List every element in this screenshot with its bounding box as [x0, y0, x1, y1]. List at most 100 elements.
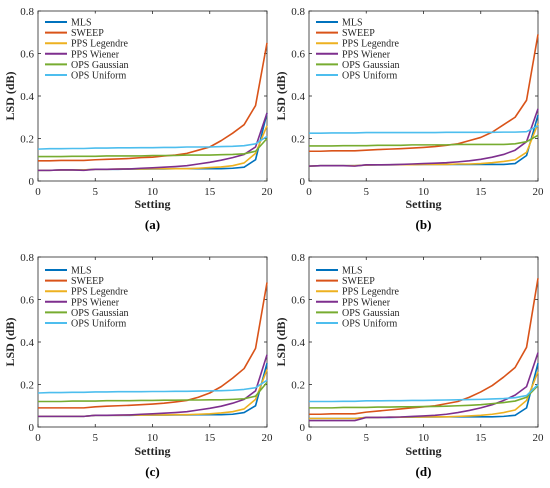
- series-line-ops-uniform: [37, 379, 268, 394]
- y-tick-label: 0.8: [291, 252, 305, 264]
- series-line-sweep: [38, 282, 268, 409]
- series-line-sweep: [38, 42, 268, 162]
- y-tick-label: 0.4: [20, 91, 34, 103]
- y-tick-label: 0.8: [20, 6, 34, 18]
- y-tick-label: 0: [29, 176, 35, 188]
- x-tick-label: 5: [364, 186, 370, 198]
- x-tick-label: 5: [93, 186, 99, 198]
- legend-entry: PPS Legendre: [342, 287, 400, 298]
- series-line-ops-uniform: [37, 135, 268, 150]
- chart-panel-1: 0 5 10 15 20 0 0.2 0.4 0.6 0.8 Setting LSD (dB) MLSS…: [3, 6, 273, 232]
- x-tick-label: 15: [204, 186, 216, 198]
- y-tick-label: 0.4: [291, 337, 305, 349]
- y-tick-label: 0.2: [20, 380, 34, 392]
- legend-entry: MLS: [71, 266, 92, 277]
- panel-label: (b): [416, 217, 432, 232]
- y-tick-label: 0: [29, 422, 35, 434]
- legend-entry: OPS Gaussian: [342, 60, 400, 71]
- series-line-pps-wiener: [38, 112, 268, 172]
- legend-entry: OPS Uniform: [342, 319, 398, 330]
- x-tick-label: 0: [306, 186, 312, 198]
- legend-entry: MLS: [342, 18, 363, 29]
- x-tick-label: 0: [306, 432, 312, 444]
- series-line-pps-wiener: [309, 352, 539, 422]
- series-group: [37, 282, 268, 418]
- y-tick-label: 0.8: [20, 252, 34, 264]
- x-tick-label: 20: [262, 186, 274, 198]
- legend-box: [313, 261, 410, 331]
- x-tick-label: 15: [204, 432, 216, 444]
- x-tick-label: 15: [475, 432, 487, 444]
- legend-entry: OPS Uniform: [71, 71, 127, 82]
- chart-panel-4: 0 5 10 15 20 0 0.2 0.4 0.6 0.8 Setting LSD (dB) MLSS…: [274, 252, 544, 479]
- legend-box: [42, 13, 139, 83]
- x-tick-label: 5: [364, 432, 370, 444]
- series-line-pps-wiener: [38, 354, 268, 418]
- series-line-ops-gaussian: [38, 381, 268, 403]
- y-tick-label: 0.6: [20, 49, 34, 61]
- panel-label: (a): [145, 217, 160, 232]
- y-tick-label: 0.4: [291, 91, 305, 103]
- y-tick-label: 0.2: [291, 380, 305, 392]
- y-axis-label: LSD (dB): [3, 317, 17, 366]
- y-tick-label: 0: [300, 176, 306, 188]
- x-tick-label: 10: [147, 432, 159, 444]
- series-line-ops-uniform: [309, 383, 539, 403]
- series-line-ops-gaussian: [309, 134, 539, 147]
- y-axis-label: LSD (dB): [3, 71, 17, 120]
- x-tick-label: 20: [262, 432, 274, 444]
- x-tick-label: 10: [418, 186, 430, 198]
- series-group: [308, 34, 539, 167]
- x-tick-label: 0: [35, 432, 41, 444]
- series-group: [37, 42, 268, 172]
- legend-entry: PPS Wiener: [71, 297, 120, 308]
- x-tick-label: 5: [93, 432, 99, 444]
- x-axis-label: Setting: [135, 197, 171, 211]
- x-tick-label: 10: [418, 432, 430, 444]
- legend-entry: OPS Uniform: [71, 319, 127, 330]
- y-axis-label: LSD (dB): [274, 71, 288, 120]
- legend-entry: SWEEP: [71, 28, 104, 39]
- legend-entry: OPS Gaussian: [71, 60, 129, 71]
- series-line-ops-gaussian: [309, 385, 539, 409]
- y-tick-label: 0.6: [291, 49, 305, 61]
- legend-entry: MLS: [342, 266, 363, 277]
- legend-entry: PPS Legendre: [71, 39, 129, 50]
- x-tick-label: 20: [533, 432, 545, 444]
- legend-entry: OPS Gaussian: [71, 308, 129, 319]
- legend-entry: OPS Gaussian: [342, 308, 400, 319]
- y-tick-label: 0.6: [20, 295, 34, 307]
- legend-entry: PPS Wiener: [71, 49, 120, 60]
- legend-entry: PPS Wiener: [342, 49, 391, 60]
- y-tick-label: 0.6: [291, 295, 305, 307]
- panel-label: (c): [145, 464, 159, 479]
- legend-entry: SWEEP: [342, 276, 375, 287]
- y-tick-label: 0: [300, 422, 306, 434]
- x-tick-label: 0: [35, 186, 41, 198]
- y-tick-label: 0.2: [291, 134, 305, 146]
- legend-entry: SWEEP: [342, 28, 375, 39]
- chart-panel-2: 0 5 10 15 20 0 0.2 0.4 0.6 0.8 Setting LSD (dB) MLSS…: [274, 6, 544, 232]
- legend-entry: PPS Legendre: [342, 39, 400, 50]
- legend-entry: PPS Legendre: [71, 287, 129, 298]
- series-line-ops-gaussian: [38, 137, 268, 158]
- legend-box: [42, 261, 139, 331]
- legend-entry: OPS Uniform: [342, 71, 398, 82]
- legend-entry: PPS Wiener: [342, 297, 391, 308]
- y-tick-label: 0.2: [20, 134, 34, 146]
- x-tick-label: 10: [147, 186, 159, 198]
- legend-entry: MLS: [71, 18, 92, 29]
- x-axis-label: Setting: [406, 197, 442, 211]
- chart-panel-3: 0 5 10 15 20 0 0.2 0.4 0.6 0.8 Setting LSD (dB) MLSS…: [3, 252, 273, 479]
- series-line-ops-uniform: [309, 125, 539, 134]
- panel-label: (d): [416, 464, 432, 479]
- x-axis-label: Setting: [135, 444, 171, 458]
- series-line-pps-wiener: [308, 108, 539, 167]
- x-tick-label: 20: [533, 186, 545, 198]
- series-group: [309, 278, 539, 422]
- series-line-sweep: [309, 34, 539, 153]
